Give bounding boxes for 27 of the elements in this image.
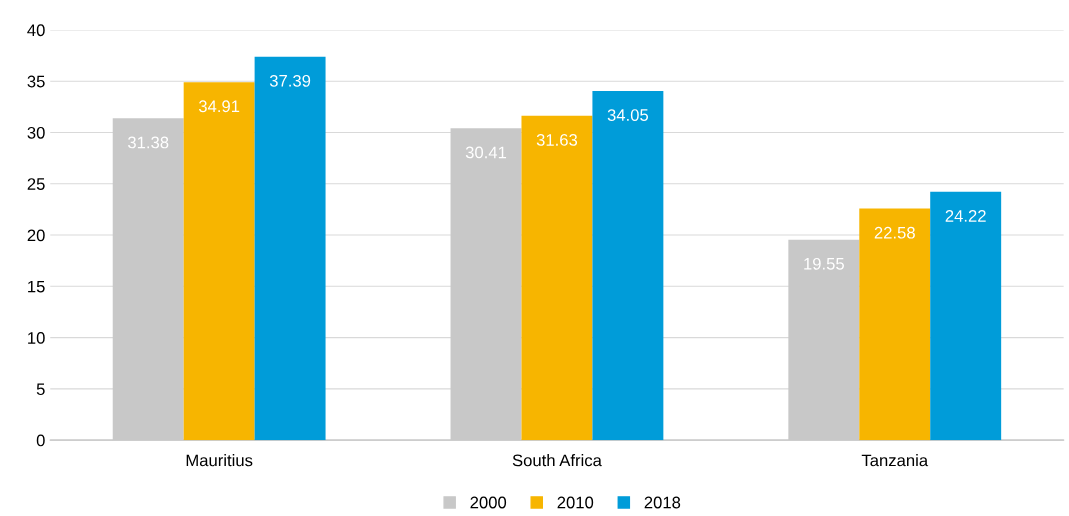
x-tick-label: South Africa — [512, 454, 602, 467]
data-label: 24.22 — [945, 210, 986, 222]
y-tick-label: 20 — [27, 229, 45, 242]
bar — [930, 191, 1002, 441]
bar — [183, 82, 255, 441]
legend-label: 2000 — [470, 496, 507, 509]
y-tick-label: 40 — [27, 24, 45, 37]
data-label: 22.58 — [874, 226, 915, 239]
x-tick-label: Tanzania — [861, 454, 929, 467]
bar — [859, 208, 931, 441]
data-label: 34.91 — [198, 100, 240, 113]
data-label: 34.05 — [607, 109, 649, 121]
legend-label: 2010 — [557, 496, 594, 509]
bar — [592, 90, 664, 441]
x-tick-label: Mauritius — [186, 454, 253, 467]
data-label: 31.63 — [536, 134, 578, 146]
y-tick-label: 15 — [28, 280, 45, 293]
y-tick-label: 35 — [27, 75, 45, 88]
y-tick-label: 5 — [36, 383, 45, 396]
bar — [521, 115, 593, 441]
y-tick-label: 30 — [27, 126, 45, 139]
y-tick-label: 25 — [27, 178, 45, 190]
y-tick-label: 10 — [28, 331, 45, 344]
legend-label: 2018 — [644, 496, 681, 509]
data-label: 37.39 — [269, 74, 311, 87]
bar — [254, 56, 326, 441]
y-tick-label: 0 — [36, 434, 45, 447]
